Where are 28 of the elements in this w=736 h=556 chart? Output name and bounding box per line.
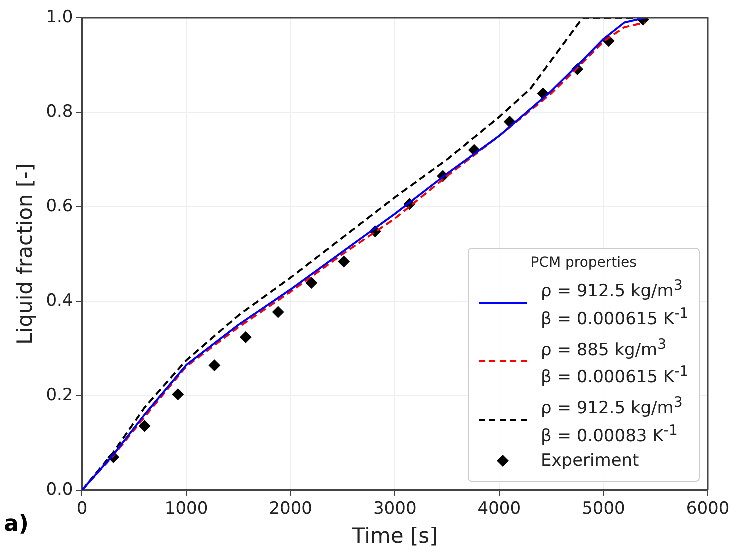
x-tick-label: 6000	[686, 499, 730, 520]
y-tick-label: 0.4	[46, 290, 74, 311]
legend-label: ρ = 912.5 kg/m$^{3}$ β = 0.000615 K$^{-1}$	[541, 277, 689, 331]
x-tick-label: 2000	[269, 499, 312, 520]
y-tick-label: 1.0	[46, 7, 74, 28]
y-axis-title: Liquid fraction [-]	[13, 164, 38, 345]
x-tick-label: 0	[76, 499, 88, 520]
point	[306, 277, 318, 290]
x-tick-label: 3000	[373, 499, 417, 520]
point	[240, 331, 252, 344]
x-tick-label: 4000	[478, 499, 522, 520]
y-tick-label: 0.0	[46, 480, 74, 500]
legend-title: PCM properties	[530, 255, 638, 272]
legend-label: ρ = 885 kg/m$^{3}$ β = 0.000615 K$^{-1}$	[541, 336, 689, 390]
point	[208, 360, 221, 372]
text: a)	[4, 512, 29, 537]
legend-label: Experiment	[541, 450, 640, 472]
x-tick-label: 1000	[164, 499, 208, 520]
y-tick-label: 0.8	[46, 102, 74, 122]
y-tick-label: 0.2	[46, 385, 74, 406]
point	[138, 420, 151, 432]
x-axis-title: Time [s]	[351, 524, 438, 548]
point	[172, 388, 184, 401]
point	[338, 256, 350, 268]
y-tick-label: 0.6	[46, 196, 74, 216]
text: ρ = 912.5 kg/m$^{3}$ β = 0.00083 K$^{-1}$	[541, 395, 683, 446]
point	[272, 306, 284, 318]
x-tick-label: 5000	[582, 499, 626, 520]
